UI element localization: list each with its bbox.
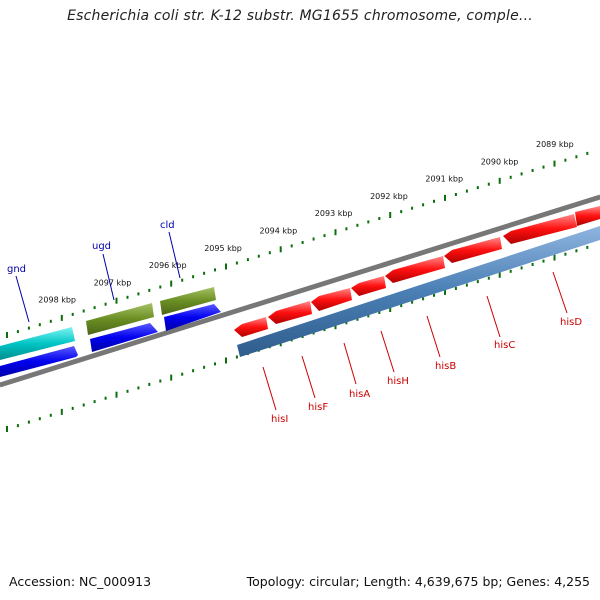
- hisA-label[interactable]: hisA: [349, 389, 370, 400]
- ugd-label[interactable]: ugd: [92, 241, 111, 252]
- hisB-label[interactable]: hisB: [435, 361, 456, 372]
- hisA-gene-arrow[interactable]: [311, 288, 352, 311]
- hisF-leader-line: [301, 355, 316, 399]
- hisB-gene-arrow[interactable]: [385, 256, 445, 283]
- scale-label: 2098 kbp: [38, 296, 76, 305]
- hisI-label[interactable]: hisI: [271, 414, 288, 425]
- scale-label: 2097 kbp: [94, 278, 132, 287]
- hisD-gene-arrow[interactable]: [503, 214, 577, 244]
- hisF-label[interactable]: hisF: [308, 402, 328, 413]
- gnd-label[interactable]: gnd: [7, 264, 26, 275]
- his-operon-bar[interactable]: [237, 226, 600, 357]
- ugd-leader-line: [102, 253, 115, 301]
- hisA-leader-line: [343, 342, 357, 385]
- scale-label: 2089 kbp: [536, 140, 574, 149]
- accession-text: Accession: NC_000913: [9, 574, 152, 589]
- hisH-leader-line: [380, 330, 395, 373]
- scale-label: 2094 kbp: [260, 227, 298, 236]
- scale-label: 2090 kbp: [481, 157, 519, 166]
- chromosome-backbone: [0, 194, 600, 388]
- gnd-cds-arrow[interactable]: [0, 346, 78, 377]
- bottom-strand-features: [234, 206, 600, 357]
- hisI-gene-arrow[interactable]: [234, 317, 268, 337]
- cld-label[interactable]: cld: [160, 220, 175, 231]
- hisD-leader-line: [552, 271, 568, 314]
- hisB-leader-line: [426, 315, 441, 358]
- ugd-cds-arrow[interactable]: [90, 323, 158, 352]
- topology-text: Topology: circular; Length: 4,639,675 bp…: [246, 574, 590, 589]
- hisD-label[interactable]: hisD: [560, 317, 582, 328]
- scale-label: 2092 kbp: [370, 192, 408, 201]
- scale-label: 2093 kbp: [315, 209, 353, 218]
- gnd-gene-arrow[interactable]: [0, 327, 75, 360]
- hisI-leader-line: [262, 366, 277, 411]
- scale-label: 2096 kbp: [149, 261, 187, 270]
- bottom-gene-labels: hisI hisF hisA hisH hisB hisC hisD: [271, 317, 582, 425]
- cld-cds-arrow[interactable]: [164, 304, 221, 331]
- hisF-gene-arrow[interactable]: [268, 301, 312, 324]
- hisD-gene-arrow-continued[interactable]: [575, 206, 600, 226]
- scale-label: 2091 kbp: [425, 175, 463, 184]
- hisC-leader-line: [486, 295, 501, 338]
- scale-label: 2095 kbp: [204, 244, 242, 253]
- top-strand-features: [0, 287, 221, 377]
- top-gene-labels: gnd ugd cld: [7, 220, 175, 275]
- map-title: Escherichia coli str. K-12 substr. MG165…: [67, 8, 533, 24]
- scale-labels: 2089 kbp 2090 kbp 2091 kbp 2092 kbp 2093 kbp…: [38, 140, 573, 305]
- hisC-gene-arrow[interactable]: [444, 237, 502, 263]
- hisH-gene-arrow[interactable]: [351, 276, 386, 296]
- top-label-leaders: [15, 231, 181, 323]
- upper-scale-ticks: [6, 151, 589, 338]
- hisC-label[interactable]: hisC: [494, 340, 515, 351]
- cld-leader-line: [168, 231, 181, 279]
- ugd-gene-arrow[interactable]: [86, 303, 154, 335]
- bottom-label-leaders: [262, 271, 568, 411]
- gnd-leader-line: [15, 275, 30, 323]
- hisH-label[interactable]: hisH: [387, 376, 409, 387]
- cld-gene-arrow[interactable]: [160, 287, 216, 315]
